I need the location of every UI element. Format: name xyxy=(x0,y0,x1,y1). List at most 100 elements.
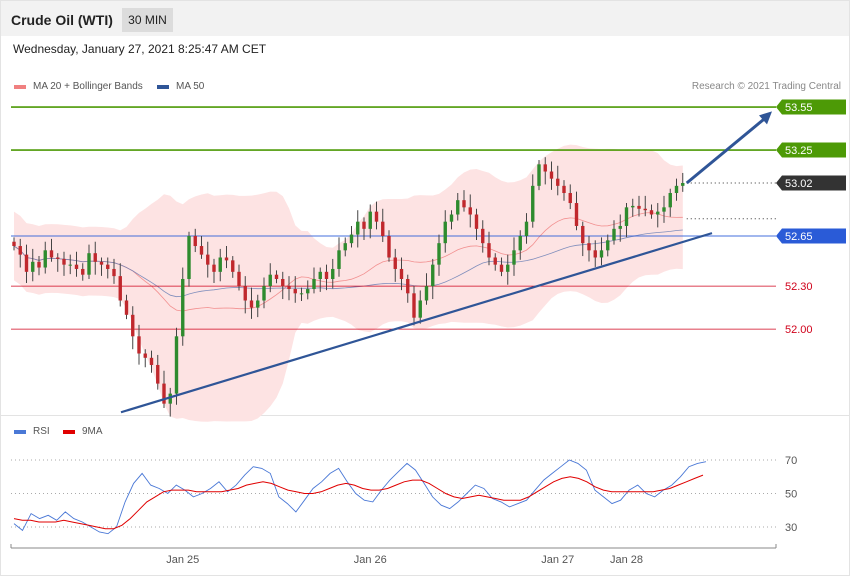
candle-body xyxy=(618,225,622,229)
candle-body xyxy=(581,225,585,244)
candle-body xyxy=(524,221,529,236)
candle-body xyxy=(393,257,397,269)
candle-body xyxy=(68,264,72,266)
candle-body xyxy=(443,221,447,244)
candle-body xyxy=(518,236,522,251)
candle-body xyxy=(531,185,535,222)
candle-body xyxy=(562,185,566,194)
candle-body xyxy=(506,264,510,272)
level-label-53.02: 53.02 xyxy=(785,178,813,190)
rsi-tick-30: 30 xyxy=(785,522,797,534)
candle-body xyxy=(299,293,304,295)
candle-body xyxy=(156,364,160,384)
price-panel: 53.55 53.25 53.02 52.65 52.30 52.00 xyxy=(11,99,846,422)
level-label-53.25: 53.25 xyxy=(785,145,813,157)
candle-body xyxy=(612,228,616,241)
candle-body xyxy=(543,164,547,172)
candle-body xyxy=(549,171,554,179)
candle-body xyxy=(18,246,22,255)
rsi-series-9ma xyxy=(13,474,704,530)
candle-body xyxy=(199,246,204,255)
candle-body xyxy=(112,268,116,277)
candle-body xyxy=(187,236,191,279)
candle-body xyxy=(62,258,66,265)
candle-body xyxy=(374,211,379,222)
candle-body xyxy=(456,200,460,215)
x-axis-label-0: Jan 25 xyxy=(166,554,199,566)
candle-body xyxy=(124,300,129,315)
candle-body xyxy=(106,264,110,269)
candle-body xyxy=(412,293,416,318)
legend-rsi-ma: 9MA xyxy=(63,426,103,437)
candle-body xyxy=(74,264,79,269)
candle-body xyxy=(168,393,172,404)
candle-body xyxy=(243,286,247,301)
candle-body xyxy=(481,228,485,244)
candle-body xyxy=(181,278,185,337)
candle-body xyxy=(493,257,497,265)
rsi-tick-70: 70 xyxy=(785,455,797,467)
x-axis-label-2: Jan 27 xyxy=(541,554,574,566)
forecast-arrow-head xyxy=(759,111,772,125)
candle-body xyxy=(287,286,291,290)
candle-body xyxy=(637,205,641,209)
candle-body xyxy=(49,250,54,258)
legend-label-rsi: RSI xyxy=(33,426,50,437)
candle-body xyxy=(93,253,97,262)
top-bar: Crude Oil (WTI) 30 MIN xyxy=(1,1,849,36)
candle-body xyxy=(399,268,404,279)
candle-body xyxy=(349,234,354,244)
legend-swatch-bollinger xyxy=(14,84,26,89)
candle-body xyxy=(331,268,335,279)
candle-body xyxy=(674,185,679,194)
candle-body xyxy=(162,383,166,404)
timestamp: Wednesday, January 27, 2021 8:25:47 AM C… xyxy=(13,42,267,56)
instrument-title: Crude Oil (WTI) xyxy=(11,12,113,28)
candle-body xyxy=(368,211,372,229)
candle-body xyxy=(643,208,647,211)
candle-body xyxy=(681,182,685,186)
candle-body xyxy=(174,336,179,394)
candle-body xyxy=(487,243,491,258)
candle-body xyxy=(318,271,322,279)
level-label-52.30: 52.30 xyxy=(785,281,813,293)
candle-body xyxy=(281,278,285,287)
candle-body xyxy=(262,286,266,301)
level-tag-53.55 xyxy=(776,99,846,115)
candle-body xyxy=(12,241,16,247)
candle-body xyxy=(193,236,197,247)
candle-body xyxy=(306,289,310,294)
candle-body xyxy=(224,257,229,261)
candle-body xyxy=(537,164,541,186)
candle-body xyxy=(599,250,604,258)
timeframe-badge[interactable]: 30 MIN xyxy=(122,8,173,32)
candle-body xyxy=(131,314,135,337)
candle-body xyxy=(149,357,154,365)
candle-body xyxy=(593,250,597,258)
rsi-panel: 70 50 30 Jan 25 Jan 26 Jan 27 Jan 28 xyxy=(10,455,797,566)
credit-text: Research © 2021 Trading Central xyxy=(691,81,841,92)
candle-body xyxy=(81,268,85,275)
rsi-tick-50: 50 xyxy=(785,489,797,501)
candle-body xyxy=(424,286,429,301)
legend-ma50: MA 50 xyxy=(157,81,204,92)
forecast-arrow-shaft xyxy=(685,117,766,185)
candle-body xyxy=(218,257,222,272)
candle-body xyxy=(37,261,41,268)
level-tag-52.65 xyxy=(776,228,846,244)
candle-body xyxy=(237,271,241,287)
rsi-series-rsi xyxy=(13,459,707,535)
candle-body xyxy=(249,300,254,308)
candle-body xyxy=(43,250,47,268)
candle-body xyxy=(362,221,366,229)
legend-swatch-ma50 xyxy=(157,84,169,89)
candle-body xyxy=(206,254,210,265)
candle-body xyxy=(431,264,435,287)
bollinger-band-fill xyxy=(14,144,683,422)
candle-body xyxy=(293,289,297,294)
candle-body xyxy=(656,211,660,215)
legend-swatch-rsi xyxy=(14,429,26,434)
level-label-52.00: 52.00 xyxy=(785,324,813,336)
candle-body xyxy=(118,276,122,301)
candle-body xyxy=(324,271,329,279)
